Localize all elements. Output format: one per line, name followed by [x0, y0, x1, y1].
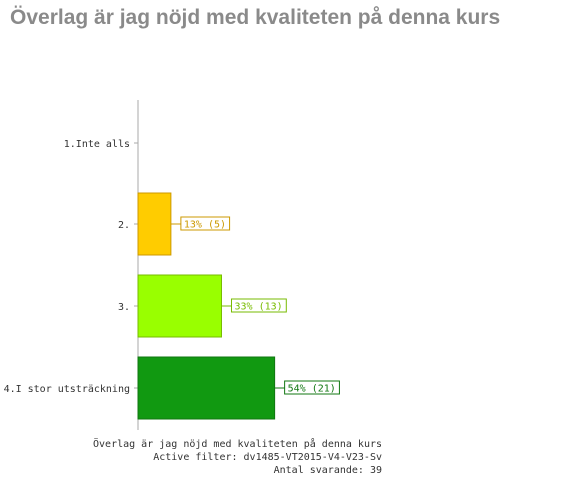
y-tick-label-1: 1.Inte alls	[64, 139, 130, 150]
page-title: Överlag är jag nöjd med kvaliteten på de…	[10, 6, 501, 29]
footer-line-1: Överlag är jag nöjd med kvaliteten på de…	[93, 437, 382, 450]
y-tick-label-2: 2.	[118, 220, 130, 231]
bar-3	[137, 274, 222, 338]
data-label-box-2	[180, 216, 231, 231]
y-tick-label-4: 4.I stor utsträckning	[4, 384, 130, 395]
y-tick-label-3: 3.	[118, 302, 130, 313]
bar-4	[137, 356, 276, 420]
footer-line-2: Active filter: dv1485-VT2015-V4-V23-Sv	[153, 452, 382, 463]
footer-line-3: Antal svarande: 39	[274, 465, 382, 476]
data-label-3: 33% (13)	[234, 302, 282, 313]
data-label-box-3	[230, 298, 287, 313]
data-label-4: 54% (21)	[288, 384, 336, 395]
bar-2	[137, 192, 172, 256]
data-label-2: 13% (5)	[184, 220, 226, 231]
data-label-box-4	[284, 380, 340, 395]
